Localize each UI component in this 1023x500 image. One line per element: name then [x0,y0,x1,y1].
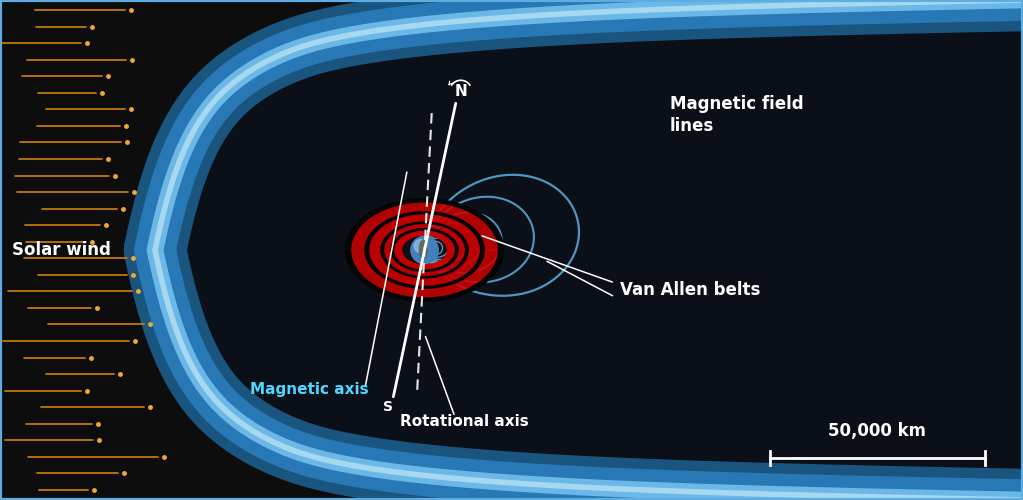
Polygon shape [363,210,486,290]
Text: Magnetic field
lines: Magnetic field lines [670,95,804,135]
Circle shape [411,237,438,263]
Ellipse shape [418,240,428,259]
Polygon shape [390,228,459,272]
Text: 50,000 km: 50,000 km [829,422,927,440]
Text: Van Allen belts: Van Allen belts [620,281,760,299]
Text: Solar wind: Solar wind [12,241,110,259]
Polygon shape [351,202,498,298]
Polygon shape [394,230,455,270]
Polygon shape [346,198,503,302]
Text: Rotational axis: Rotational axis [400,414,529,430]
Polygon shape [384,224,465,276]
Polygon shape [368,214,481,286]
Polygon shape [380,221,470,279]
Text: Magnetic axis: Magnetic axis [250,382,368,398]
Polygon shape [155,0,1023,500]
Circle shape [414,240,428,252]
Text: N: N [454,84,468,99]
Circle shape [411,236,438,264]
Text: S: S [384,400,394,413]
